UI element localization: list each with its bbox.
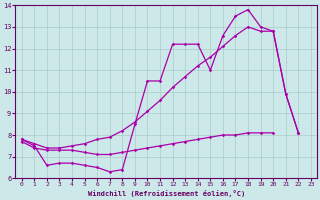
X-axis label: Windchill (Refroidissement éolien,°C): Windchill (Refroidissement éolien,°C) [88, 190, 245, 197]
